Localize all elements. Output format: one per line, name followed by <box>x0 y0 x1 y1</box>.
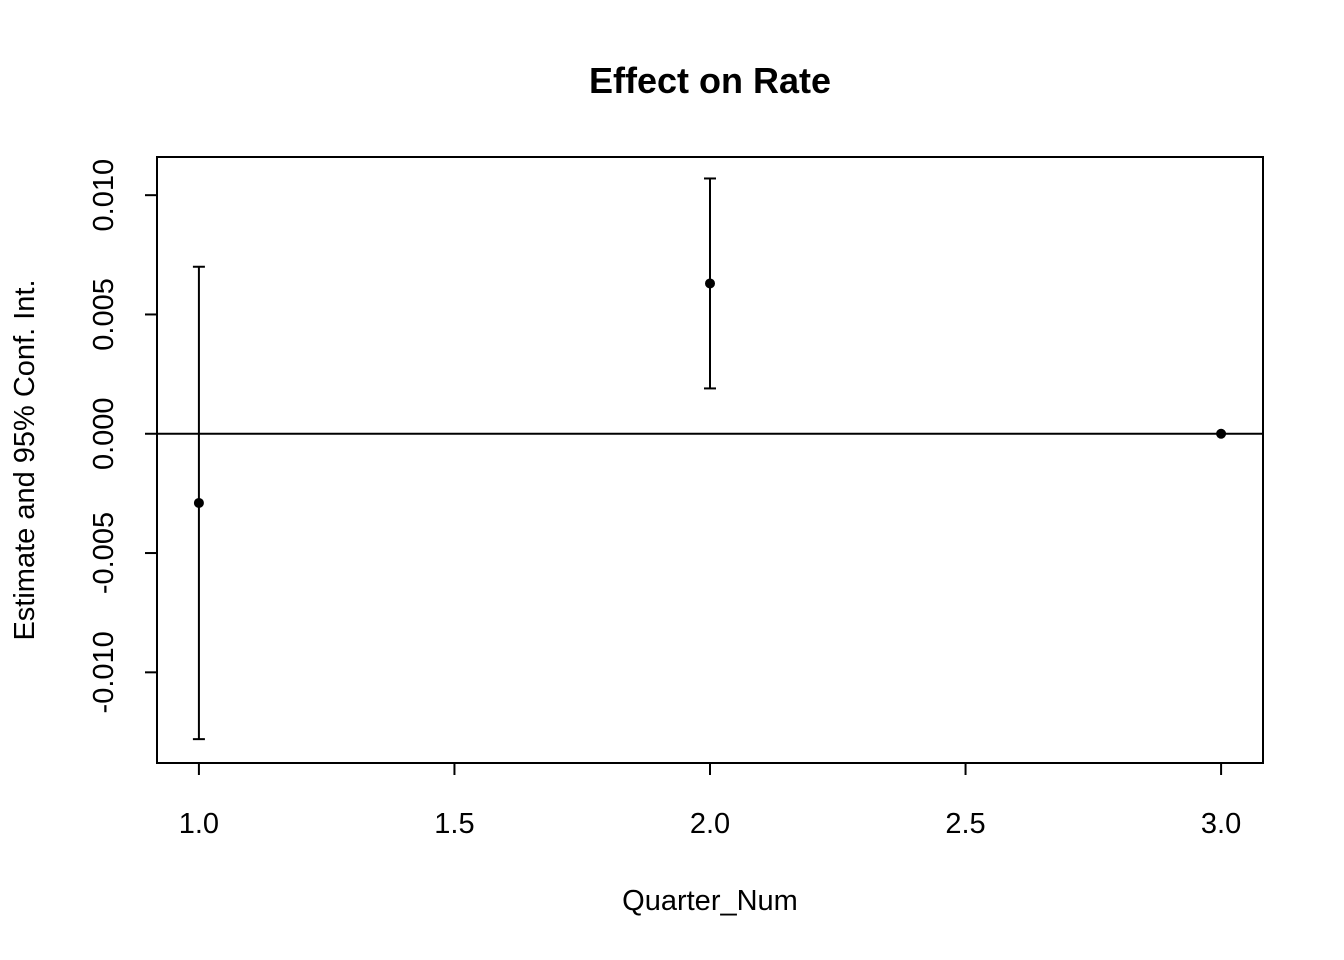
x-tick-label: 1.0 <box>179 808 219 840</box>
x-tick-label: 1.5 <box>434 808 474 840</box>
estimate-point <box>193 497 204 508</box>
y-axis: -0.010 -0.005 0.000 0.005 0.010 <box>88 159 157 713</box>
y-axis-label: Estimate and 95% Conf. Int. <box>9 279 41 640</box>
y-tick-label: 0.005 <box>88 278 120 351</box>
y-tick-label: 0.000 <box>88 397 120 470</box>
x-tick-label: 2.5 <box>945 808 985 840</box>
x-axis: 1.0 1.5 2.0 2.5 3.0 <box>179 763 1241 840</box>
y-tick-label: -0.010 <box>88 631 120 713</box>
x-tick-label: 3.0 <box>1201 808 1241 840</box>
y-tick-label: -0.005 <box>88 512 120 594</box>
y-tick-label: 0.010 <box>88 159 120 232</box>
estimate-point <box>705 278 715 289</box>
estimate-point <box>1216 428 1227 439</box>
series-estimates <box>192 177 1227 741</box>
x-tick-label: 2.0 <box>690 808 730 840</box>
x-axis-label: Quarter_Num <box>622 885 798 917</box>
chart-title: Effect on Rate <box>589 60 831 101</box>
